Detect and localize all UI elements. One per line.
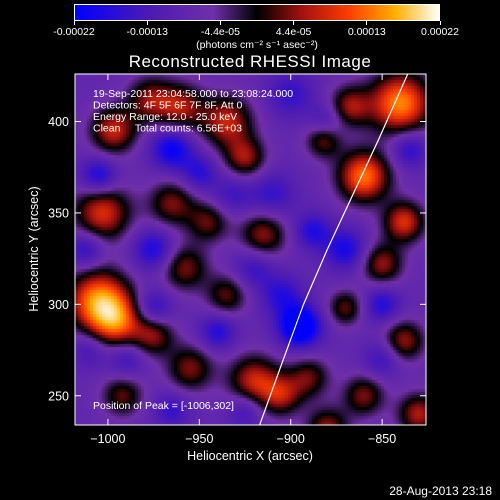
colorbar-tick (366, 21, 368, 25)
colorbar-tick (146, 21, 148, 25)
plot-area (75, 74, 426, 425)
y-tick-label: 400 (48, 115, 69, 129)
colorbar-tick (439, 21, 441, 25)
colorbar-tick-label: 0.00013 (347, 26, 386, 38)
colorbar-tick (73, 21, 75, 25)
colorbar-units: (photons cm⁻² s⁻¹ asec⁻²) (196, 39, 318, 51)
colorbar-gradient (75, 5, 439, 20)
colorbar-tick (219, 21, 221, 25)
colorbar-tick-label: 4.4e-05 (275, 26, 312, 38)
y-tick-label: 350 (48, 206, 69, 220)
y-tick-label: 300 (48, 298, 69, 312)
chart-title: Reconstructed RHESSI Image (128, 52, 372, 71)
colorbar-tick-label: -0.00022 (53, 26, 95, 38)
colorbar-tick-label: 0.00022 (421, 26, 459, 38)
y-axis-label: Heliocentric Y (arcsec) (27, 186, 41, 311)
colorbar (74, 4, 440, 21)
y-tick-label: 250 (48, 389, 69, 403)
colorbar-tick-label: -0.00013 (126, 26, 168, 38)
x-axis-label: Heliocentric X (arcsec) (187, 449, 313, 463)
colorbar-tick (293, 21, 295, 25)
x-tick-label: −900 (277, 432, 305, 446)
footer-date: 28-Aug-2013 23:18 (389, 484, 492, 498)
x-tick-label: −950 (185, 432, 213, 446)
x-tick-label: −850 (368, 432, 396, 446)
heatmap-image (75, 74, 426, 425)
colorbar-tick-label: -4.4e-05 (200, 26, 240, 38)
x-tick-label: −1000 (90, 432, 125, 446)
